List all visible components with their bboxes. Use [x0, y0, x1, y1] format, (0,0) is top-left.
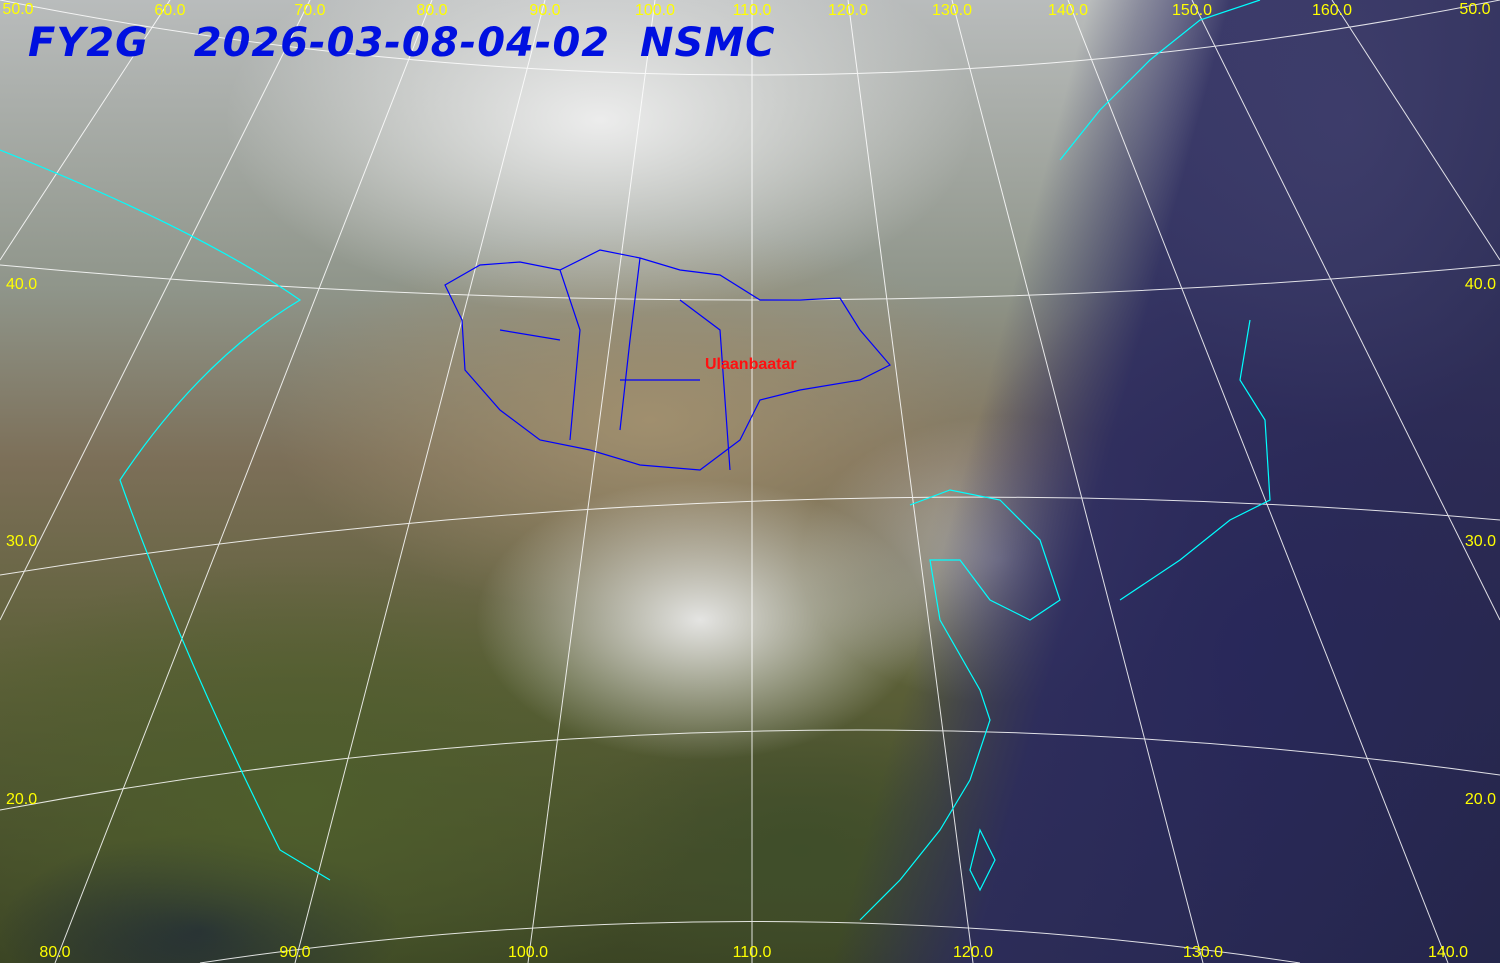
top-lon-label: 80.0	[416, 2, 448, 19]
top-lon-label: 50.0	[2, 1, 34, 18]
meridian-130	[951, 0, 1204, 963]
parallel-30	[0, 496, 1500, 576]
top-lon-label: 140.0	[1047, 2, 1089, 19]
meridian-60	[0, 0, 171, 261]
right-lat-label: 30.0	[1464, 533, 1496, 550]
parallel-10	[199, 921, 1301, 963]
top-lon-label: 90.0	[529, 2, 561, 19]
parallel-20	[0, 729, 1500, 811]
meridian-150	[1191, 0, 1500, 621]
top-lon-label: 150.0	[1171, 2, 1213, 19]
mongolia-border	[444, 249, 891, 471]
meridian-90	[294, 0, 546, 963]
meridian-100	[527, 0, 656, 963]
meridian-70	[0, 0, 311, 621]
top-lon-label: 130.0	[931, 2, 973, 19]
bottom-lon-label: 110.0	[732, 944, 772, 961]
image-title: FY2G 2026-03-08-04-02 NSMC	[28, 20, 776, 66]
right-lat-label: 20.0	[1464, 791, 1496, 808]
bottom-lon-label: 100.0	[507, 944, 549, 961]
bottom-lon-label: 90.0	[279, 944, 311, 961]
bottom-lon-label: 140.0	[1427, 944, 1469, 961]
city-label-ulaanbaatar: Ulaanbaatar	[705, 356, 797, 373]
meridian-160	[1331, 0, 1500, 261]
bottom-lon-label: 120.0	[952, 944, 994, 961]
top-lon-label: 50.0	[1459, 1, 1491, 18]
left-lat-label: 30.0	[6, 533, 38, 550]
left-lat-label: 20.0	[6, 791, 38, 808]
top-lon-label: 110.0	[732, 2, 772, 19]
top-lon-label: 160.0	[1311, 2, 1353, 19]
meridian-80	[54, 0, 433, 963]
bottom-lon-label: 130.0	[1182, 944, 1224, 961]
bottom-lon-label: 80.0	[39, 944, 71, 961]
top-lon-label: 120.0	[827, 2, 869, 19]
meridian-140	[1067, 0, 1449, 963]
top-lon-label: 100.0	[634, 2, 676, 19]
left-lat-label: 40.0	[6, 276, 38, 293]
right-lat-label: 40.0	[1464, 276, 1496, 293]
meridian-120	[847, 0, 974, 963]
top-lon-label: 70.0	[294, 2, 326, 19]
top-lon-label: 60.0	[154, 2, 186, 19]
coastlines	[0, 0, 1271, 921]
parallel-40	[0, 264, 1500, 301]
parallel-50	[0, 0, 1500, 76]
